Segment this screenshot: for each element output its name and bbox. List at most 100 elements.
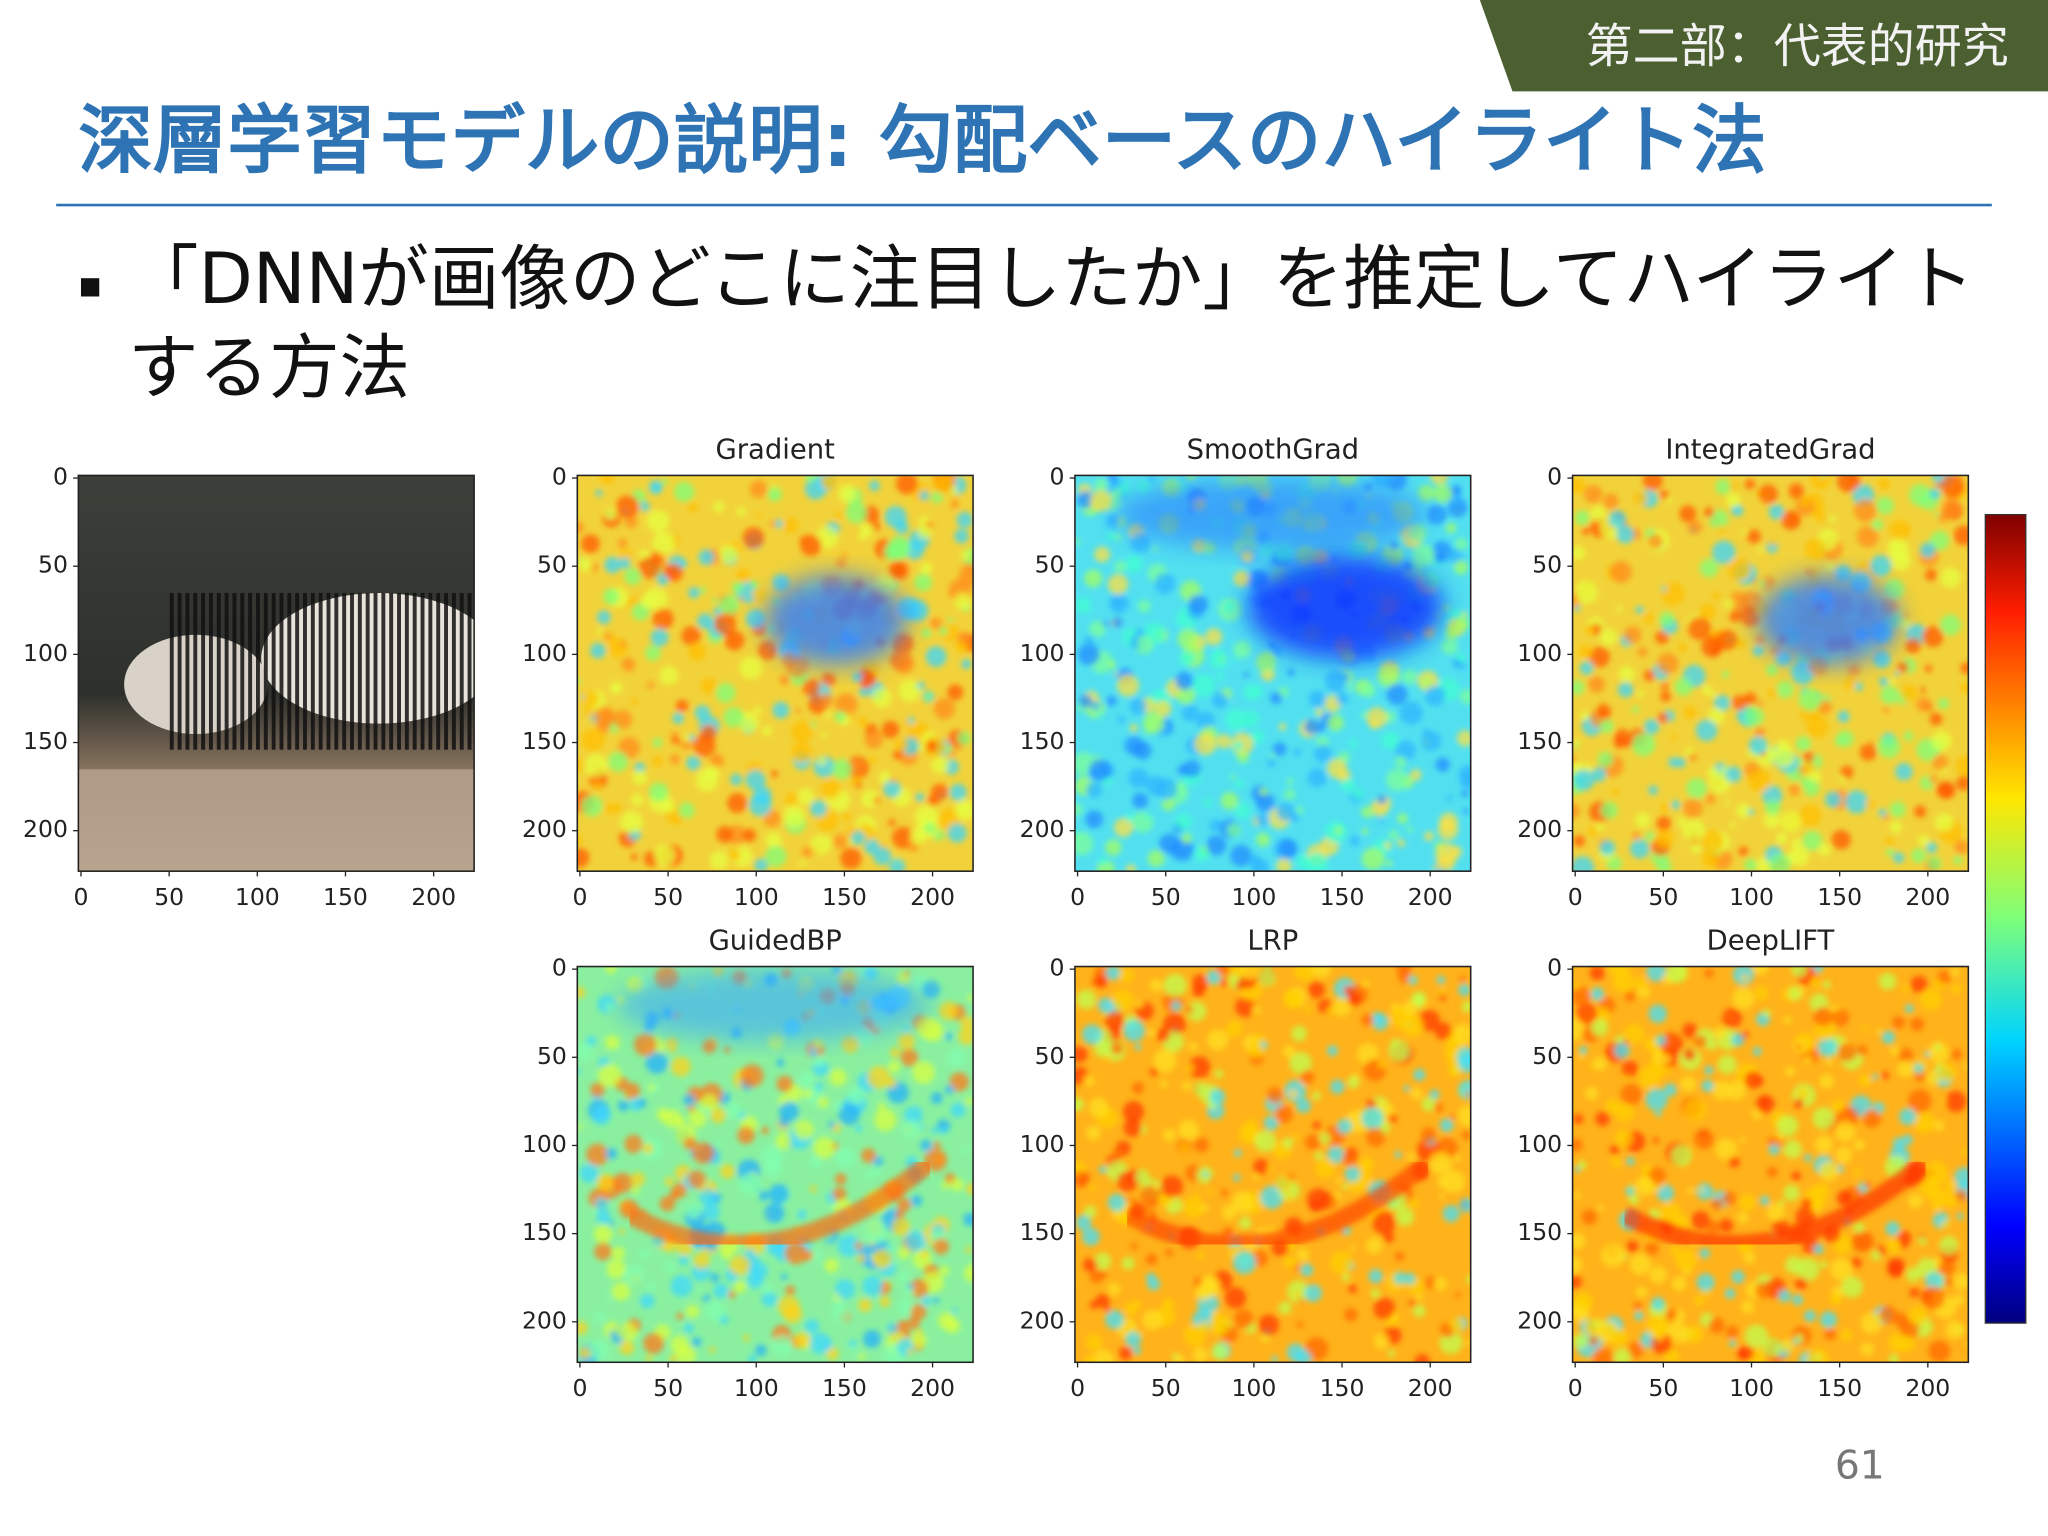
heat-dot xyxy=(1798,804,1822,827)
heat-dot xyxy=(1686,777,1707,799)
heat-dot xyxy=(1886,1257,1906,1276)
heat-dot xyxy=(800,534,822,557)
heat-dot xyxy=(631,1186,640,1195)
heat-dot xyxy=(1889,519,1911,541)
heat-dot xyxy=(709,753,724,768)
section-tag-bg xyxy=(1479,0,2048,92)
heat-dot xyxy=(577,847,590,868)
heat-dot xyxy=(1573,769,1595,791)
heat-dot xyxy=(1585,625,1595,635)
heat-dot xyxy=(1801,1198,1813,1209)
heat-dot xyxy=(627,601,634,607)
heat-dot xyxy=(901,1120,920,1139)
y-tick-label: 0 xyxy=(1547,463,1562,491)
heat-dot xyxy=(907,1283,914,1290)
heat-dot xyxy=(1932,754,1949,771)
heat-dot xyxy=(1905,637,1921,654)
heat-dot xyxy=(1125,812,1135,822)
heat-dot xyxy=(1298,1297,1304,1304)
heat-dot xyxy=(1238,966,1262,980)
heat-dot xyxy=(1626,1240,1639,1253)
heat-dot xyxy=(1119,968,1134,984)
heat-dot xyxy=(1436,853,1455,872)
heat-dot xyxy=(724,630,745,651)
heat-dot xyxy=(1815,1354,1822,1361)
heat-dot xyxy=(901,719,909,727)
panel-frame xyxy=(1074,474,1472,872)
heat-dot xyxy=(1455,537,1468,551)
heat-dot xyxy=(1464,1090,1471,1097)
heat-dot xyxy=(718,594,740,616)
heat-dot xyxy=(619,640,627,648)
heat-dot xyxy=(1914,1112,1936,1134)
heat-dot xyxy=(1148,1200,1156,1207)
heat-dot xyxy=(1590,1019,1609,1037)
heat-dot xyxy=(1420,676,1432,688)
heat-dot xyxy=(1669,1246,1680,1256)
heat-dot xyxy=(1385,859,1393,867)
heat-dot xyxy=(1463,808,1470,815)
heat-dot xyxy=(1377,795,1387,805)
heat-dot xyxy=(1924,1051,1930,1058)
heat-dot xyxy=(872,1155,884,1167)
heat-dot xyxy=(1272,742,1287,757)
heat-dot xyxy=(631,793,644,806)
heat-dot xyxy=(761,1291,777,1307)
heat-dot xyxy=(1434,553,1445,564)
heat-dot xyxy=(1676,817,1686,827)
heat-dot xyxy=(1766,664,1778,676)
heat-dot xyxy=(1597,751,1614,768)
heat-dot xyxy=(1661,582,1685,606)
heat-dot xyxy=(1327,714,1344,731)
heat-dot xyxy=(1393,1271,1407,1285)
heat-dot xyxy=(1442,1205,1460,1223)
heat-dot xyxy=(1113,817,1134,838)
heat-dot xyxy=(632,770,648,786)
heat-dot xyxy=(1865,799,1876,810)
heat-dot xyxy=(966,1183,974,1195)
heat-dot xyxy=(826,1347,839,1361)
heat-dot xyxy=(1908,1089,1932,1113)
heat-dot xyxy=(1877,735,1901,759)
stripe xyxy=(185,592,190,750)
heat-dot xyxy=(1192,984,1205,998)
y-tick-label: 150 xyxy=(1517,727,1562,755)
heat-dot xyxy=(1371,1013,1389,1031)
heat-dot xyxy=(1853,1221,1865,1234)
heat-dot xyxy=(862,1275,884,1297)
heat-dot xyxy=(1370,475,1394,488)
heat-dot xyxy=(1394,755,1407,768)
heat-dot xyxy=(951,494,959,502)
heat-dot xyxy=(699,586,707,594)
heat-dot xyxy=(1643,669,1656,682)
heat-dot xyxy=(1929,487,1941,499)
heat-dot xyxy=(602,588,620,605)
x-tick-label: 100 xyxy=(1729,1374,1774,1402)
heat-dot xyxy=(1875,496,1894,515)
heat-dot xyxy=(596,1209,611,1225)
heat-dot xyxy=(903,970,910,977)
heat-dot xyxy=(927,795,939,807)
heat-dot xyxy=(674,481,695,502)
stripe xyxy=(334,592,339,750)
heat-dot xyxy=(1234,803,1251,819)
heat-dot xyxy=(1853,1168,1861,1176)
stripe xyxy=(287,592,292,750)
heat-dot xyxy=(577,1321,588,1335)
heat-dot xyxy=(1396,966,1412,975)
heat-dot xyxy=(1268,641,1276,648)
heat-dot xyxy=(1185,1005,1194,1014)
heat-dot xyxy=(637,1098,647,1108)
heat-dot xyxy=(1461,789,1469,798)
heat-dot xyxy=(1296,1321,1304,1328)
heat-dot xyxy=(653,844,676,866)
heat-dot xyxy=(1627,1342,1644,1359)
heat-dot xyxy=(689,733,696,741)
heat-dot xyxy=(898,679,921,702)
heat-dot xyxy=(1260,1333,1270,1343)
heat-dot xyxy=(1938,781,1956,799)
heat-dot xyxy=(1960,682,1969,694)
heat-dot xyxy=(584,706,594,717)
heat-dot xyxy=(1314,1151,1324,1161)
heat-dot xyxy=(1366,1098,1377,1109)
